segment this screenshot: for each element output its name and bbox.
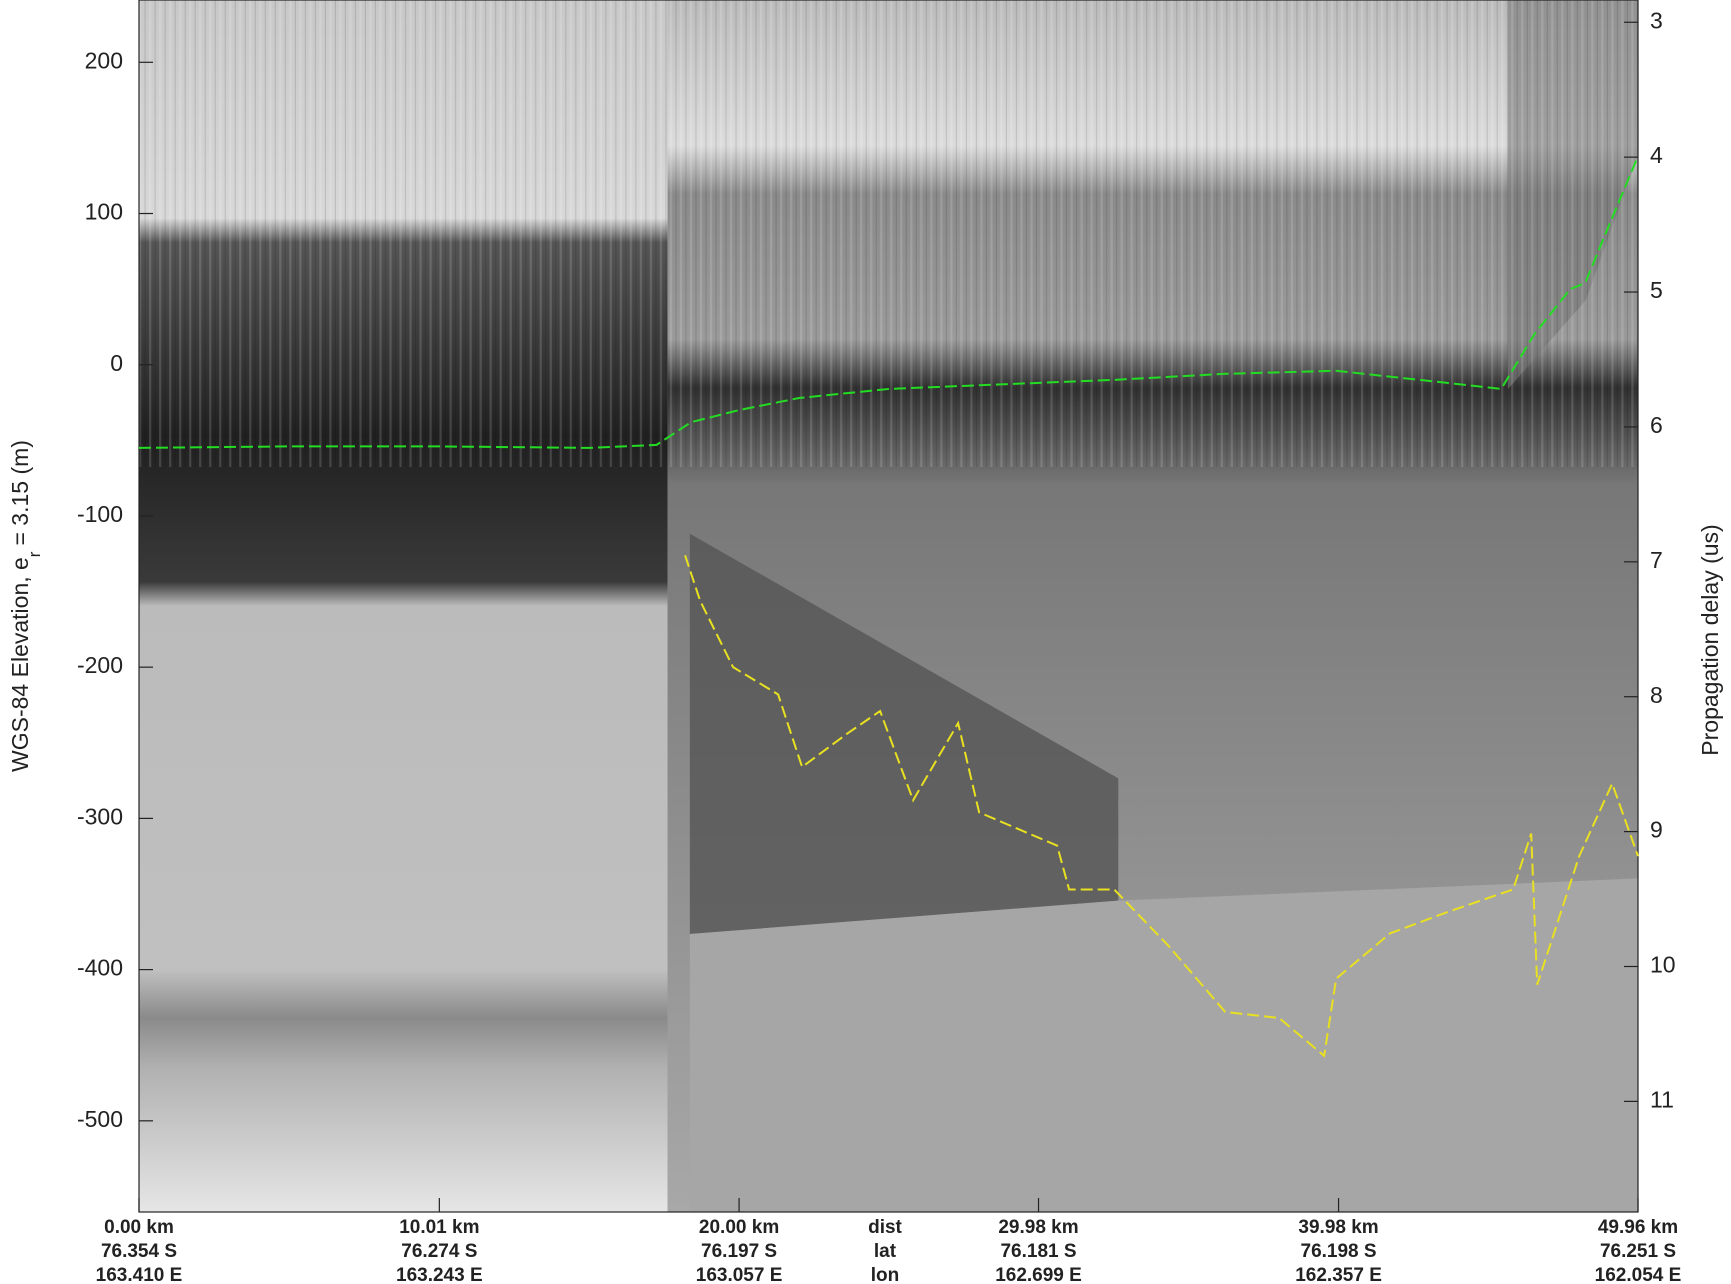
- echogram: [139, 0, 1638, 1212]
- y2-tick-label: 4: [1650, 142, 1663, 168]
- lat-label: 76.198 S: [1301, 1241, 1377, 1262]
- lat-label: 76.181 S: [1000, 1241, 1076, 1262]
- y-tick-label: -500: [77, 1106, 123, 1132]
- y-tick-label: 200: [85, 47, 123, 73]
- y-tick-label: -300: [77, 803, 123, 829]
- y-label-main: WGS-84 Elevation, e: [7, 557, 33, 772]
- x-tick-label: 29.98 km: [998, 1217, 1078, 1238]
- y-tick-label: -200: [77, 652, 123, 678]
- y-tick-label: 100: [85, 199, 123, 225]
- y2-tick-label: 3: [1650, 7, 1663, 33]
- y2-axis-label: Propagation delay (us): [1697, 524, 1723, 755]
- y-label-sub: r: [25, 551, 44, 557]
- y-tick-label: -400: [77, 955, 123, 981]
- y-tick-label: -100: [77, 501, 123, 527]
- lon-label: 162.699 E: [995, 1265, 1082, 1284]
- y2-tick-label: 11: [1650, 1086, 1674, 1112]
- lon-label: 163.243 E: [396, 1265, 483, 1284]
- y-axis-label: WGS-84 Elevation, er = 3.15 (m): [7, 440, 44, 772]
- y2-tick-label: 9: [1650, 817, 1663, 843]
- x-tick-label: 0.00 km: [104, 1217, 174, 1238]
- lat-label: 76.274 S: [401, 1241, 477, 1262]
- row-label: lat: [874, 1241, 897, 1262]
- layer-pick: [138, 160, 1638, 449]
- y2-tick-label: 10: [1650, 952, 1676, 978]
- lon-label: 163.057 E: [696, 1265, 783, 1284]
- x-tick-label: 20.00 km: [699, 1217, 779, 1238]
- lon-label: 162.357 E: [1295, 1265, 1382, 1284]
- x-tick-label: 39.98 km: [1298, 1217, 1378, 1238]
- row-label: lon: [871, 1265, 900, 1284]
- y2-tick-label: 8: [1650, 682, 1663, 708]
- y2-tick-label: 5: [1650, 277, 1663, 303]
- plot-frame: [138, 0, 1639, 1213]
- lon-label: 163.410 E: [96, 1265, 183, 1284]
- y2-tick-label: 6: [1650, 412, 1663, 438]
- y-label-end: = 3.15 (m): [7, 440, 33, 545]
- y2-tick-label: 7: [1650, 547, 1663, 573]
- x-tick-label: 10.01 km: [399, 1217, 479, 1238]
- lat-label: 76.251 S: [1600, 1241, 1676, 1262]
- x-tick-label: 49.96 km: [1598, 1217, 1678, 1238]
- row-label: dist: [868, 1217, 902, 1238]
- lon-label: 162.054 E: [1595, 1265, 1682, 1284]
- lat-label: 76.354 S: [101, 1241, 177, 1262]
- layer-pick: [684, 554, 1639, 1058]
- y-tick-label: 0: [110, 350, 123, 376]
- lat-label: 76.197 S: [701, 1241, 777, 1262]
